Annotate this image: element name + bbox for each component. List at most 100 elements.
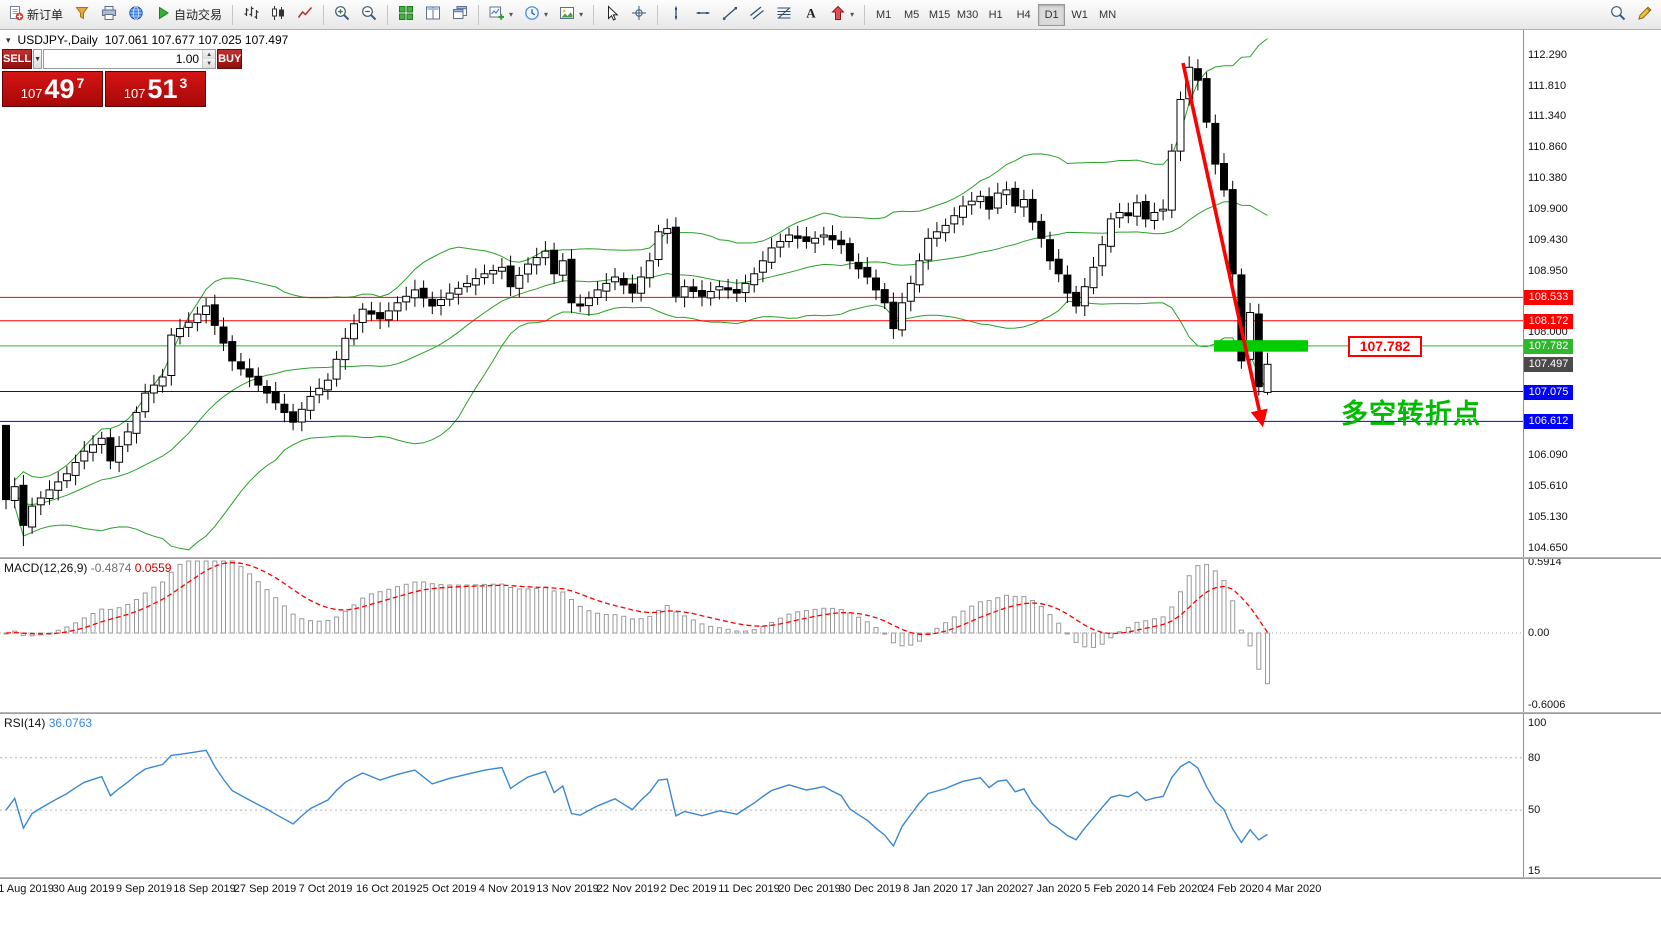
macd-panel-canvas[interactable] (0, 559, 1523, 712)
fibonacci-button[interactable] (771, 3, 797, 27)
templates-button[interactable]: ▾ (554, 3, 588, 27)
toolbar-separator (657, 4, 659, 25)
zoom-in-button[interactable] (329, 3, 355, 27)
date-axis-label: 17 Jan 2020 (960, 883, 1022, 895)
timeframe-mn-button[interactable]: MN (1094, 4, 1121, 26)
buy-button[interactable]: BUY (217, 49, 243, 69)
macd-histogram (3, 560, 1270, 685)
price-callout-box[interactable]: 107.782 (1348, 336, 1422, 357)
timeframe-m30-button[interactable]: M30 (954, 4, 981, 26)
arrows-tool-button[interactable]: ▾ (825, 3, 859, 27)
vertical-line-icon (668, 5, 684, 24)
equidistant-channel-button[interactable] (744, 3, 770, 27)
tile-windows-button[interactable] (393, 3, 419, 27)
toolbar-separator (478, 4, 480, 25)
sell-price-pip-digit: 7 (76, 75, 85, 91)
line-chart-button[interactable] (292, 3, 318, 27)
price-level-badge: 108.533 (1524, 290, 1573, 305)
turning-point-annotation[interactable]: 多空转折点 (1341, 399, 1481, 429)
price-tick-label: 109.900 (1528, 203, 1568, 215)
toolbar-separator (323, 4, 325, 25)
rsi-panel-canvas[interactable] (0, 714, 1523, 877)
sell-price-button[interactable]: 107 49 7 (2, 71, 103, 107)
volume-increment-button[interactable]: ▲ (203, 50, 216, 59)
price-level-badge: 108.172 (1524, 314, 1573, 329)
candlestick-chart-button[interactable] (265, 3, 291, 27)
main-toolbar: 新订单 自动交易 ▾ ▾ ▾ A ▾ M1 M5 M15 M30 H1 H4 D1 W1 MN (0, 0, 1661, 30)
sell-button[interactable]: SELL (2, 49, 33, 69)
timeframe-h1-button[interactable]: H1 (982, 4, 1009, 26)
sell-price-big-digits: 49 (44, 74, 75, 105)
volume-preset-dropdown[interactable]: ▼ (33, 49, 43, 69)
timeframe-d1-button[interactable]: D1 (1038, 3, 1066, 26)
rsi-indicator-label: RSI(14) 36.0763 (4, 716, 92, 730)
cascade-windows-button[interactable] (447, 3, 473, 27)
bar-chart-button[interactable] (238, 3, 264, 27)
indicators-button[interactable]: ▾ (484, 3, 518, 27)
trendline-button[interactable] (717, 3, 743, 27)
toolbar-separator (593, 4, 595, 25)
price-buttons-row: 107 49 7 107 51 3 (2, 71, 206, 107)
price-chart-canvas[interactable] (0, 30, 1523, 557)
date-axis-label: 4 Nov 2019 (478, 883, 536, 895)
crosshair-button[interactable] (626, 3, 652, 27)
timeframe-m15-button[interactable]: M15 (926, 4, 953, 26)
macd-tick-label: 0.00 (1528, 627, 1550, 639)
print-icon (101, 5, 117, 24)
timeframe-m1-button[interactable]: M1 (870, 4, 897, 26)
candlestick-chart-icon (270, 5, 286, 24)
macd-tick-label: -0.6006 (1528, 699, 1566, 711)
price-tick-label: 105.130 (1528, 511, 1568, 523)
price-level-badge: 106.612 (1524, 414, 1573, 429)
horizontal-line-button[interactable] (690, 3, 716, 27)
community-button[interactable] (123, 3, 149, 27)
volume-decrement-button[interactable]: ▼ (203, 59, 216, 68)
cascade-windows-icon (452, 5, 468, 24)
chart-header: ▾ USDJPY-,Daily 107.061 107.677 107.025 … (6, 33, 288, 47)
period-button[interactable]: ▾ (519, 3, 553, 27)
one-click-trading-panel: SELL ▼ ▲ ▼ BUY 107 49 7 107 51 3 (2, 49, 243, 107)
panel-splitter-macd[interactable] (0, 557, 1661, 559)
fibonacci-icon (776, 5, 792, 24)
macd-name: MACD(12,26,9) (4, 561, 88, 575)
price-level-badge: 107.782 (1524, 339, 1573, 354)
arrange-windows-button[interactable] (420, 3, 446, 27)
text-tool-icon: A (803, 5, 819, 24)
print-button[interactable] (96, 3, 122, 27)
timeframe-m5-button[interactable]: M5 (898, 4, 925, 26)
date-axis-label: 13 Nov 2019 (536, 883, 599, 895)
timeframe-h4-button[interactable]: H4 (1010, 4, 1037, 26)
arrange-windows-icon (425, 5, 441, 24)
timeframe-w1-button[interactable]: W1 (1066, 4, 1093, 26)
price-tick-label: 109.430 (1528, 234, 1568, 246)
new-order-button[interactable]: 新订单 (3, 3, 68, 27)
new-order-button-label: 新订单 (27, 8, 64, 22)
date-axis-label: 27 Sep 2019 (233, 883, 297, 895)
text-tool-button[interactable]: A (798, 3, 824, 27)
autotrading-button[interactable]: 自动交易 (150, 3, 227, 27)
rsi-tick-label: 50 (1528, 804, 1541, 816)
indicators-icon (489, 5, 505, 24)
vertical-line-button[interactable] (663, 3, 689, 27)
panel-splitter-rsi[interactable] (0, 712, 1661, 714)
cursor-button[interactable] (599, 3, 625, 27)
volume-input[interactable] (44, 50, 203, 68)
date-axis-label: 5 Feb 2020 (1084, 883, 1140, 895)
buy-price-button[interactable]: 107 51 3 (105, 71, 206, 107)
one-click-panel-toggle-icon[interactable]: ▾ (6, 34, 11, 45)
downtrend-arrow[interactable] (1181, 62, 1268, 428)
strategy-tester-button[interactable] (69, 3, 95, 27)
chart-ohlc-values: 107.061 107.677 107.025 107.497 (104, 33, 289, 47)
arrows-tool-icon (830, 5, 846, 24)
price-tick-label: 111.810 (1528, 80, 1567, 92)
price-tick-label: 111.340 (1528, 110, 1567, 122)
time-axis-divider (0, 877, 1661, 879)
price-tick-label: 110.860 (1528, 141, 1567, 153)
date-axis-label: 20 Dec 2019 (778, 883, 841, 895)
quick-edit-button[interactable] (1632, 3, 1658, 27)
support-zone-rect[interactable] (1214, 340, 1308, 352)
date-axis-label: 25 Oct 2019 (416, 883, 477, 895)
price-tick-label: 108.950 (1528, 265, 1568, 277)
search-button[interactable] (1605, 3, 1631, 27)
zoom-out-button[interactable] (356, 3, 382, 27)
